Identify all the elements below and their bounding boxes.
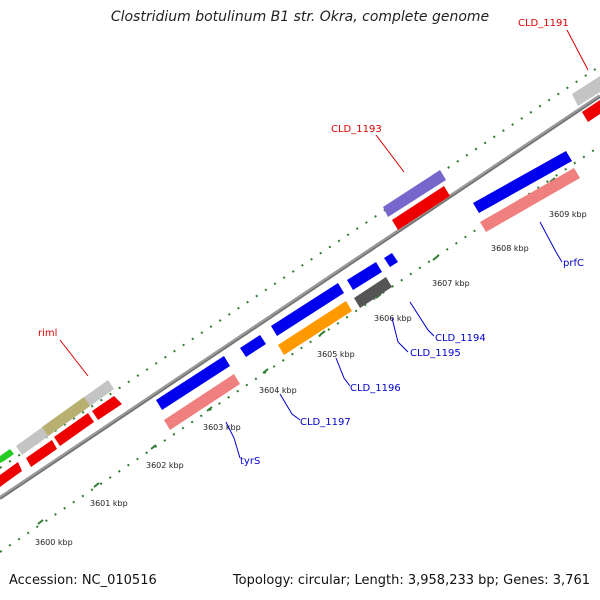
- gene-feature[interactable]: [384, 253, 398, 267]
- callout-line: [566, 29, 589, 71]
- callout-line: [409, 301, 435, 337]
- gene-feature[interactable]: [383, 170, 446, 217]
- gene-feature[interactable]: [0, 449, 14, 463]
- gene-label-prfc[interactable]: prfC: [563, 258, 584, 269]
- gene-feature[interactable]: [354, 277, 392, 308]
- major-tick: [262, 368, 269, 374]
- gene-label-cld-1194[interactable]: CLD_1194: [435, 333, 486, 344]
- tick-label: 3604 kbp: [259, 386, 297, 395]
- major-tick: [206, 406, 213, 412]
- callout-line: [375, 134, 405, 173]
- major-tick: [150, 444, 157, 450]
- callout-line: [335, 357, 351, 387]
- reverse-features: [156, 151, 580, 430]
- gene-feature[interactable]: [582, 100, 600, 122]
- gene-feature[interactable]: [392, 186, 450, 230]
- callout-line: [225, 421, 241, 459]
- gene-label-cld-1193[interactable]: CLD_1193: [331, 124, 382, 135]
- gene-label-tyrs[interactable]: tyrS: [240, 456, 260, 467]
- gene-feature[interactable]: [164, 374, 240, 430]
- gene-feature[interactable]: [572, 76, 600, 106]
- tick-label: 3605 kbp: [317, 350, 355, 359]
- gene-feature[interactable]: [240, 335, 266, 357]
- callout-line: [539, 221, 563, 263]
- gene-feature[interactable]: [92, 396, 122, 420]
- gene-feature[interactable]: [54, 413, 94, 446]
- accession-text: Accession: NC_010516: [9, 573, 157, 588]
- gene-label-cld-1196[interactable]: CLD_1196: [350, 383, 401, 394]
- gene-feature[interactable]: [473, 151, 572, 213]
- map-title: Clostridium botulinum B1 str. Okra, comp…: [110, 9, 490, 25]
- gene-label-riml[interactable]: riml: [38, 328, 57, 339]
- tick-label: 3607 kbp: [432, 279, 470, 288]
- major-tick: [37, 519, 44, 525]
- outer-dotted-scale: [0, 65, 600, 469]
- genome-backbone-shadow: [0, 96, 600, 500]
- tick-label: 3601 kbp: [90, 499, 128, 508]
- gene-feature[interactable]: [156, 356, 230, 410]
- gene-label-cld-1195[interactable]: CLD_1195: [410, 348, 461, 359]
- tick-label: 3606 kbp: [374, 314, 412, 323]
- major-ticks: [37, 177, 556, 525]
- gene-label-cld-1191[interactable]: CLD_1191: [518, 18, 569, 29]
- genome-summary-text: Topology: circular; Length: 3,958,233 bp…: [232, 573, 590, 588]
- callout-line: [59, 339, 89, 377]
- gene-feature[interactable]: [0, 462, 22, 487]
- major-tick: [319, 330, 326, 336]
- gene-feature[interactable]: [271, 283, 344, 336]
- gene-feature[interactable]: [480, 168, 580, 232]
- gene-feature[interactable]: [347, 262, 382, 290]
- tick-label: 3603 kbp: [203, 423, 241, 432]
- tick-label: 3609 kbp: [549, 210, 587, 219]
- major-tick: [93, 482, 100, 488]
- major-tick: [432, 255, 439, 261]
- tick-label: 3602 kbp: [146, 461, 184, 470]
- callout-line: [279, 393, 301, 421]
- tick-label: 3608 kbp: [491, 244, 529, 253]
- callout-line: [391, 317, 409, 353]
- gene-feature[interactable]: [278, 301, 352, 355]
- genome-backbone: [0, 94, 600, 500]
- gene-label-cld-1197[interactable]: CLD_1197: [300, 417, 351, 428]
- callout-lines: [59, 29, 589, 459]
- gene-feature[interactable]: [42, 397, 90, 436]
- forward-features: [0, 76, 600, 487]
- gene-feature[interactable]: [26, 440, 57, 467]
- tick-label: 3600 kbp: [35, 538, 73, 547]
